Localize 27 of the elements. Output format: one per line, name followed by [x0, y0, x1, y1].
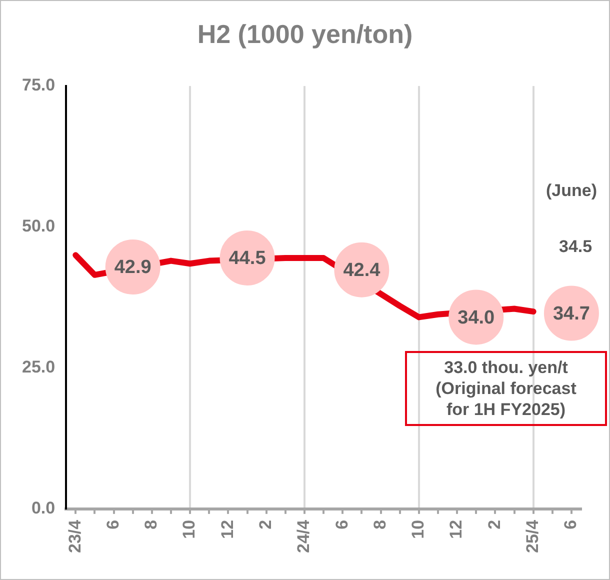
x-tick-label: 25/4 [523, 519, 542, 554]
chart-title: H2 (1000 yen/ton) [196, 19, 414, 50]
x-tick-label: 6 [332, 520, 352, 530]
data-label: 44.5 [228, 248, 266, 270]
x-tick-label: 8 [142, 520, 161, 530]
x-tick-label: 10 [408, 520, 428, 539]
y-tick-label: 0.0 [31, 498, 56, 518]
data-label: 34.7 [552, 303, 590, 324]
annotation: (June) [546, 181, 597, 201]
y-tick-label: 25.0 [22, 358, 56, 377]
annotation: 34.5 [559, 237, 592, 257]
data-label: 42.9 [114, 257, 152, 278]
x-tick-label: 10 [180, 520, 199, 539]
x-tick-label: 2 [484, 520, 504, 530]
x-tick-label: 12 [446, 520, 466, 539]
x-tick-label: 23/4 [65, 519, 84, 554]
annotation: 33.0 thou. yen/t (Original forecast for 1H FY2025) [405, 351, 607, 426]
x-tick-label: 2 [256, 520, 276, 530]
data-label: 34.0 [458, 307, 495, 328]
y-tick-label: 50.0 [22, 216, 56, 236]
x-tick-label: 6 [561, 520, 580, 530]
x-tick-label: 8 [370, 520, 390, 530]
y-tick-label: 75.0 [22, 76, 56, 95]
data-label: 42.4 [343, 260, 381, 282]
x-tick-label: 6 [103, 520, 122, 530]
x-tick-label: 24/4 [294, 519, 314, 554]
x-tick-label: 12 [218, 520, 237, 539]
